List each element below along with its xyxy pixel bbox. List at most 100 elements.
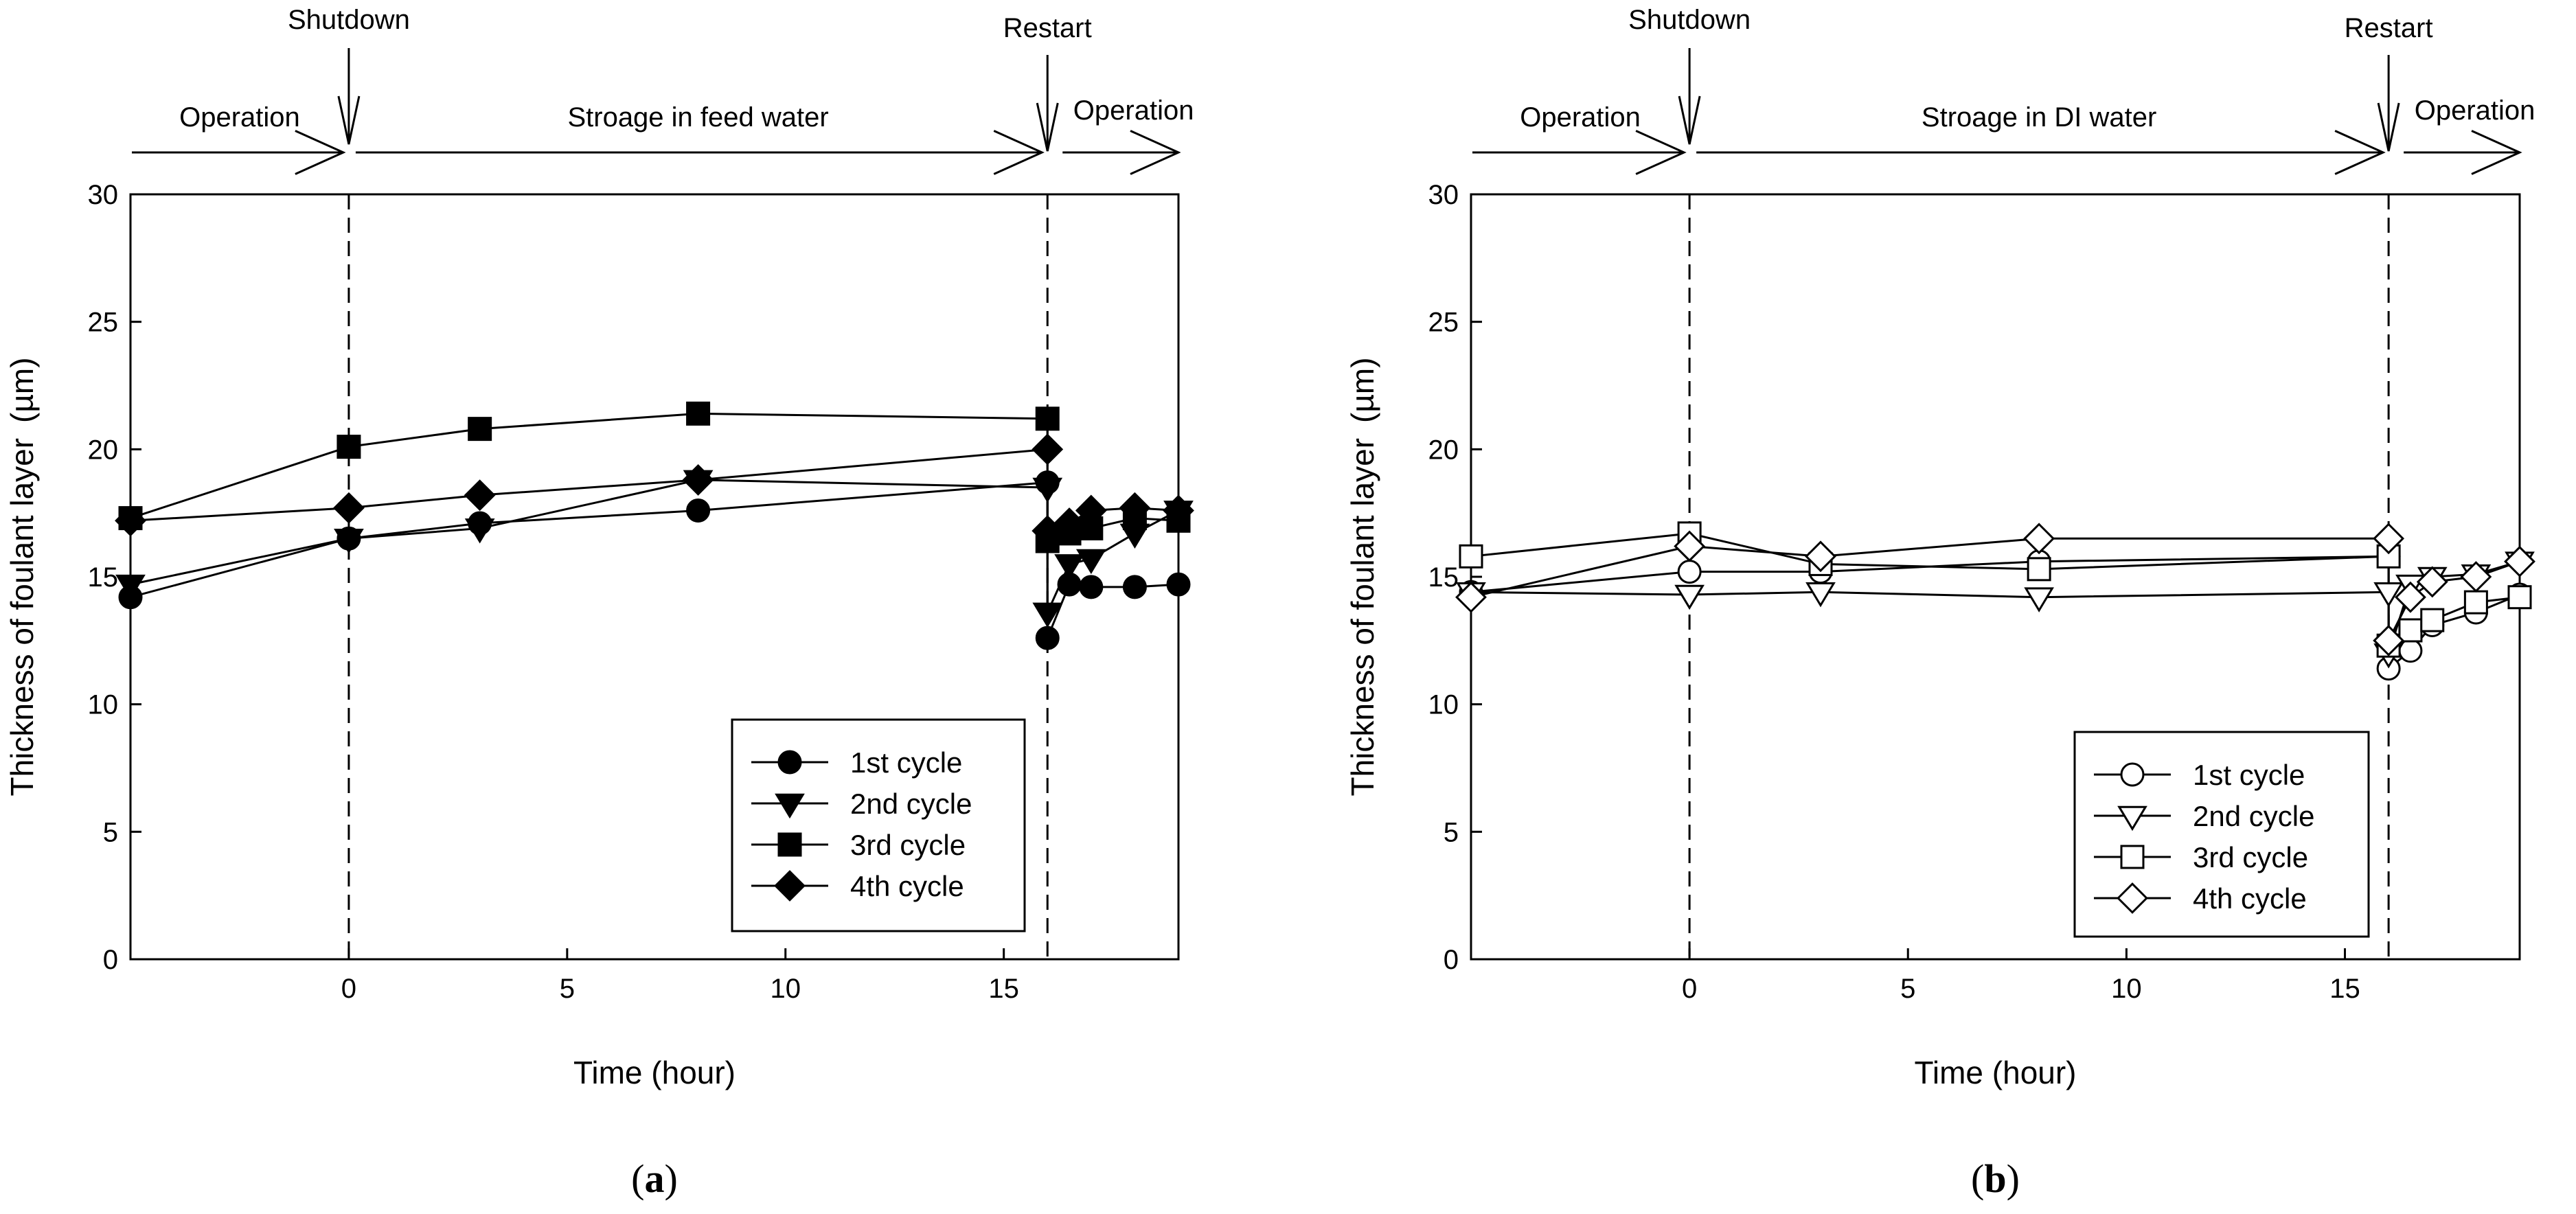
- data-point-diamond: [682, 463, 714, 496]
- x-tick-label: 5: [560, 974, 575, 1004]
- phase-label-storage: Stroage in DI water: [1922, 102, 2156, 133]
- x-tick-label: 15: [2329, 974, 2360, 1004]
- legend-marker-circle: [2120, 762, 2145, 787]
- legend-item: 1st cycle: [2094, 759, 2305, 791]
- shutdown-arrow-head: [337, 95, 361, 145]
- data-point-diamond: [464, 479, 496, 512]
- data-point-diamond: [2460, 561, 2492, 593]
- storage-arrow-head: [993, 130, 1045, 175]
- legend-marker-diamond: [774, 870, 806, 902]
- data-point-circle: [1166, 572, 1191, 597]
- data-point-circle: [1079, 575, 1104, 599]
- y-tick-label: 30: [1428, 180, 1459, 210]
- caption-close: ): [665, 1156, 678, 1201]
- phase-label-operation: Operation: [2415, 95, 2535, 126]
- data-point-circle: [1035, 626, 1060, 650]
- series-line-2: [130, 479, 1179, 613]
- data-point-square: [1459, 544, 1483, 569]
- x-axis-label: Time (hour): [573, 1055, 736, 1090]
- legend-marker-diamond: [2117, 882, 2148, 914]
- data-point-diamond: [1075, 494, 1107, 527]
- series-line-1: [130, 481, 1179, 639]
- data-point-triangle-down: [1674, 584, 1705, 610]
- y-tick-label: 0: [103, 945, 118, 975]
- restart-label: Restart: [2345, 13, 2433, 43]
- legend-item: 3rd cycle: [2094, 841, 2308, 873]
- data-point-triangle-down: [1075, 549, 1106, 575]
- x-tick-label: 5: [1900, 974, 1915, 1004]
- data-point-triangle-down: [2024, 587, 2054, 612]
- legend-item: 2nd cycle: [751, 788, 972, 820]
- storage-arrow: [1696, 130, 2386, 175]
- legend-marker-triangle-down: [2117, 805, 2147, 832]
- data-point-triangle-down: [1805, 582, 1836, 608]
- y-axis-label: Thickness of foulant layer (µm): [1345, 357, 1380, 796]
- data-point-square: [468, 417, 492, 442]
- data-point-square: [1035, 406, 1060, 431]
- data-point-diamond: [2395, 581, 2426, 613]
- data-point-diamond: [2504, 545, 2535, 577]
- y-tick-label: 10: [1428, 690, 1459, 720]
- legend-item: 3rd cycle: [751, 829, 966, 861]
- series-group: [1455, 521, 2535, 681]
- y-axis-label-text: Thickness of foulant layer: [1345, 438, 1380, 797]
- restart-label: Restart: [1003, 13, 1092, 43]
- data-point-diamond: [1163, 494, 1194, 527]
- legend-marker-circle: [777, 750, 802, 775]
- y-tick-label: 5: [1444, 817, 1459, 847]
- series-line-4: [1470, 537, 2520, 641]
- phase-label-operation: Operation: [1073, 95, 1194, 126]
- data-point-square: [337, 435, 361, 459]
- data-point-square: [686, 401, 711, 426]
- legend-item: 2nd cycle: [2094, 800, 2314, 832]
- shutdown-label: Shutdown: [288, 5, 410, 35]
- legend-label: 4th cycle: [2193, 882, 2307, 915]
- phase-label-storage: Stroage in feed water: [567, 102, 828, 133]
- restart-arrow: [1036, 55, 1059, 152]
- legend-item: 1st cycle: [751, 746, 962, 779]
- storage-arrow: [355, 130, 1045, 175]
- data-point-diamond: [2373, 523, 2405, 555]
- legend-label: 1st cycle: [2193, 759, 2305, 791]
- data-point-circle: [1122, 575, 1147, 599]
- caption-letter: b: [1984, 1156, 2006, 1201]
- x-axis-label: Time (hour): [1915, 1055, 2077, 1090]
- caption-open: (: [631, 1156, 644, 1201]
- data-point-triangle-down: [1032, 477, 1063, 503]
- operation-after-arrow: [2404, 130, 2522, 175]
- legend-box: [731, 718, 1026, 932]
- y-tick-label: 10: [88, 690, 119, 720]
- operation-before-arrow-head: [295, 130, 346, 175]
- data-point-diamond: [1119, 492, 1151, 524]
- chart-panel-a: 0 5 10 15 20 25 30 0 5 10 15 Time (hour) Thickness o…: [4, 5, 1194, 1201]
- data-point-diamond: [2023, 523, 2055, 555]
- data-point-diamond: [332, 492, 365, 524]
- chart-panel-b: 0 5 10 15 20 25 30 0 5 10 15 Time (hour) Thickness o…: [1345, 5, 2535, 1201]
- legend: 1st cycle 2nd cycle 3rd cycle 4th cycle: [2073, 731, 2370, 938]
- caption-close: ): [2007, 1156, 2020, 1201]
- legend-label: 2nd cycle: [850, 788, 972, 820]
- data-point-diamond: [1053, 507, 1085, 539]
- phase-label-operation: Operation: [1520, 102, 1641, 133]
- data-point-triangle-down: [1032, 602, 1063, 628]
- data-point-circle: [2398, 639, 2423, 663]
- x-tick-label: 15: [988, 974, 1019, 1004]
- y-axis-label-unit: (µm): [4, 357, 40, 422]
- operation-after-arrow-head: [2471, 130, 2522, 175]
- phase-label-operation: Operation: [179, 102, 300, 133]
- legend: 1st cycle 2nd cycle 3rd cycle 4th cycle: [731, 718, 1026, 932]
- legend-label: 3rd cycle: [850, 829, 966, 861]
- data-point-triangle-down: [334, 529, 364, 554]
- data-point-diamond: [1805, 540, 1836, 573]
- y-axis-label-unit: (µm): [1345, 357, 1380, 422]
- y-tick-label: 25: [88, 308, 119, 338]
- y-axis-label-text: Thickness of foulant layer: [4, 438, 40, 797]
- timeline-annotation: Shutdown Restart Operation Stroage in feed …: [132, 5, 1194, 175]
- shutdown-arrow: [1678, 48, 1701, 145]
- legend-marker-triangle-down: [775, 793, 805, 819]
- data-point-square: [2420, 608, 2445, 632]
- legend-item: 4th cycle: [2094, 882, 2307, 915]
- x-tick-label: 0: [1682, 974, 1697, 1004]
- legend-label: 2nd cycle: [2193, 800, 2314, 832]
